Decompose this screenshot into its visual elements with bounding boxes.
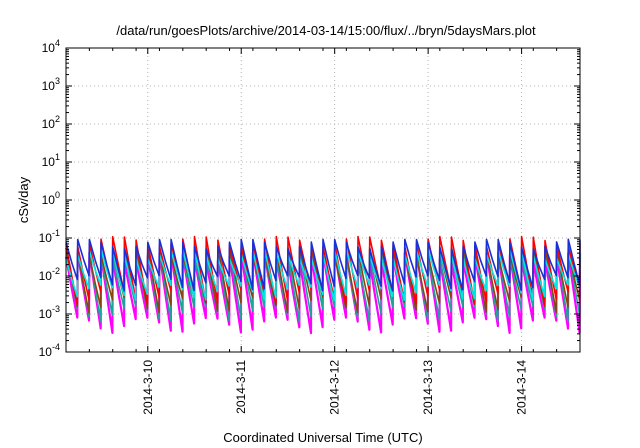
y-axis-ticks: 10-4 10-3 10-2 10-1 100 101 102 103 104 <box>39 38 580 359</box>
series-group <box>64 235 582 335</box>
y-tick-label: 10-3 <box>39 304 60 321</box>
x-tick-label: 2014-3-14 <box>515 360 529 415</box>
series-line <box>65 238 581 292</box>
y-tick-label: 10-1 <box>39 228 60 245</box>
x-tick-label: 2014-3-11 <box>234 360 248 414</box>
y-tick-label: 104 <box>42 38 60 55</box>
y-tick-label: 102 <box>42 114 60 131</box>
x-axis-label: Coordinated Universal Time (UTC) <box>223 430 422 445</box>
y-tick-label: 10-2 <box>39 266 60 283</box>
x-tick-label: 2014-3-10 <box>141 360 155 415</box>
x-axis-ticks: 2014-3-10 2014-3-11 2014-3-12 2014-3-13 2014… <box>65 48 581 415</box>
y-tick-label: 103 <box>42 76 60 93</box>
y-axis-label: cSv/day <box>16 176 31 223</box>
x-tick-label: 2014-3-13 <box>421 360 435 415</box>
y-tick-label: 101 <box>42 152 60 169</box>
x-tick-label: 2014-3-12 <box>328 360 342 415</box>
chart-title: /data/run/goesPlots/archive/2014-03-14/1… <box>116 23 536 38</box>
y-tick-label: 100 <box>42 190 60 207</box>
y-tick-label: 10-4 <box>39 342 60 359</box>
